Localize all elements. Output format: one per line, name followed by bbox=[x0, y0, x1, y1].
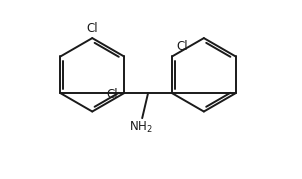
Text: NH$_2$: NH$_2$ bbox=[129, 120, 153, 135]
Text: Cl: Cl bbox=[176, 40, 188, 53]
Text: Cl: Cl bbox=[86, 22, 98, 35]
Text: Cl: Cl bbox=[106, 88, 117, 101]
